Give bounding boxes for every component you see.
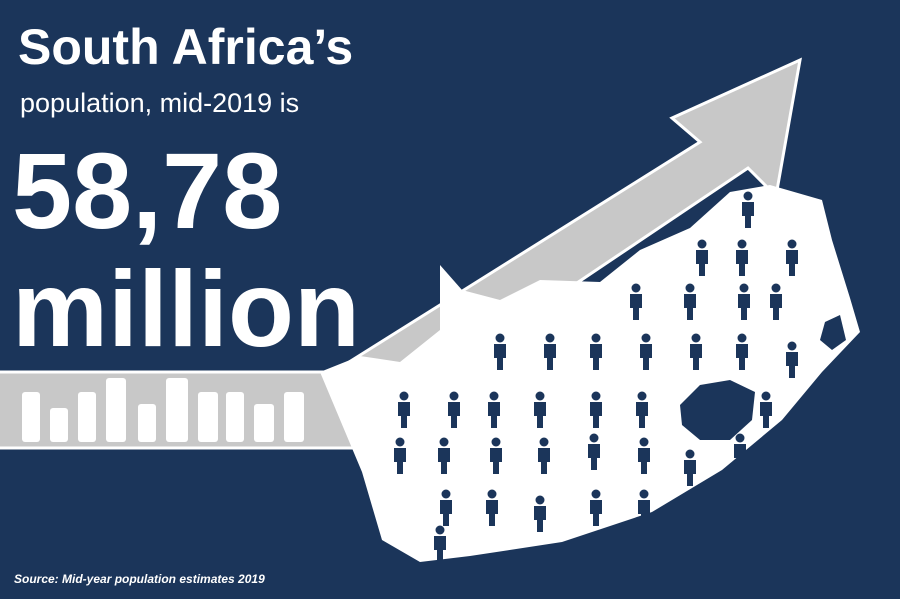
eswatini <box>820 315 846 350</box>
lesotho <box>680 380 755 440</box>
title: South Africa’s <box>18 19 354 75</box>
population-unit: million <box>12 248 360 369</box>
population-figure: 58,78 <box>12 130 283 251</box>
bars <box>22 378 304 442</box>
source-note: Source: Mid-year population estimates 20… <box>14 572 265 586</box>
map <box>320 185 860 562</box>
subtitle: population, mid-2019 is <box>20 88 300 118</box>
